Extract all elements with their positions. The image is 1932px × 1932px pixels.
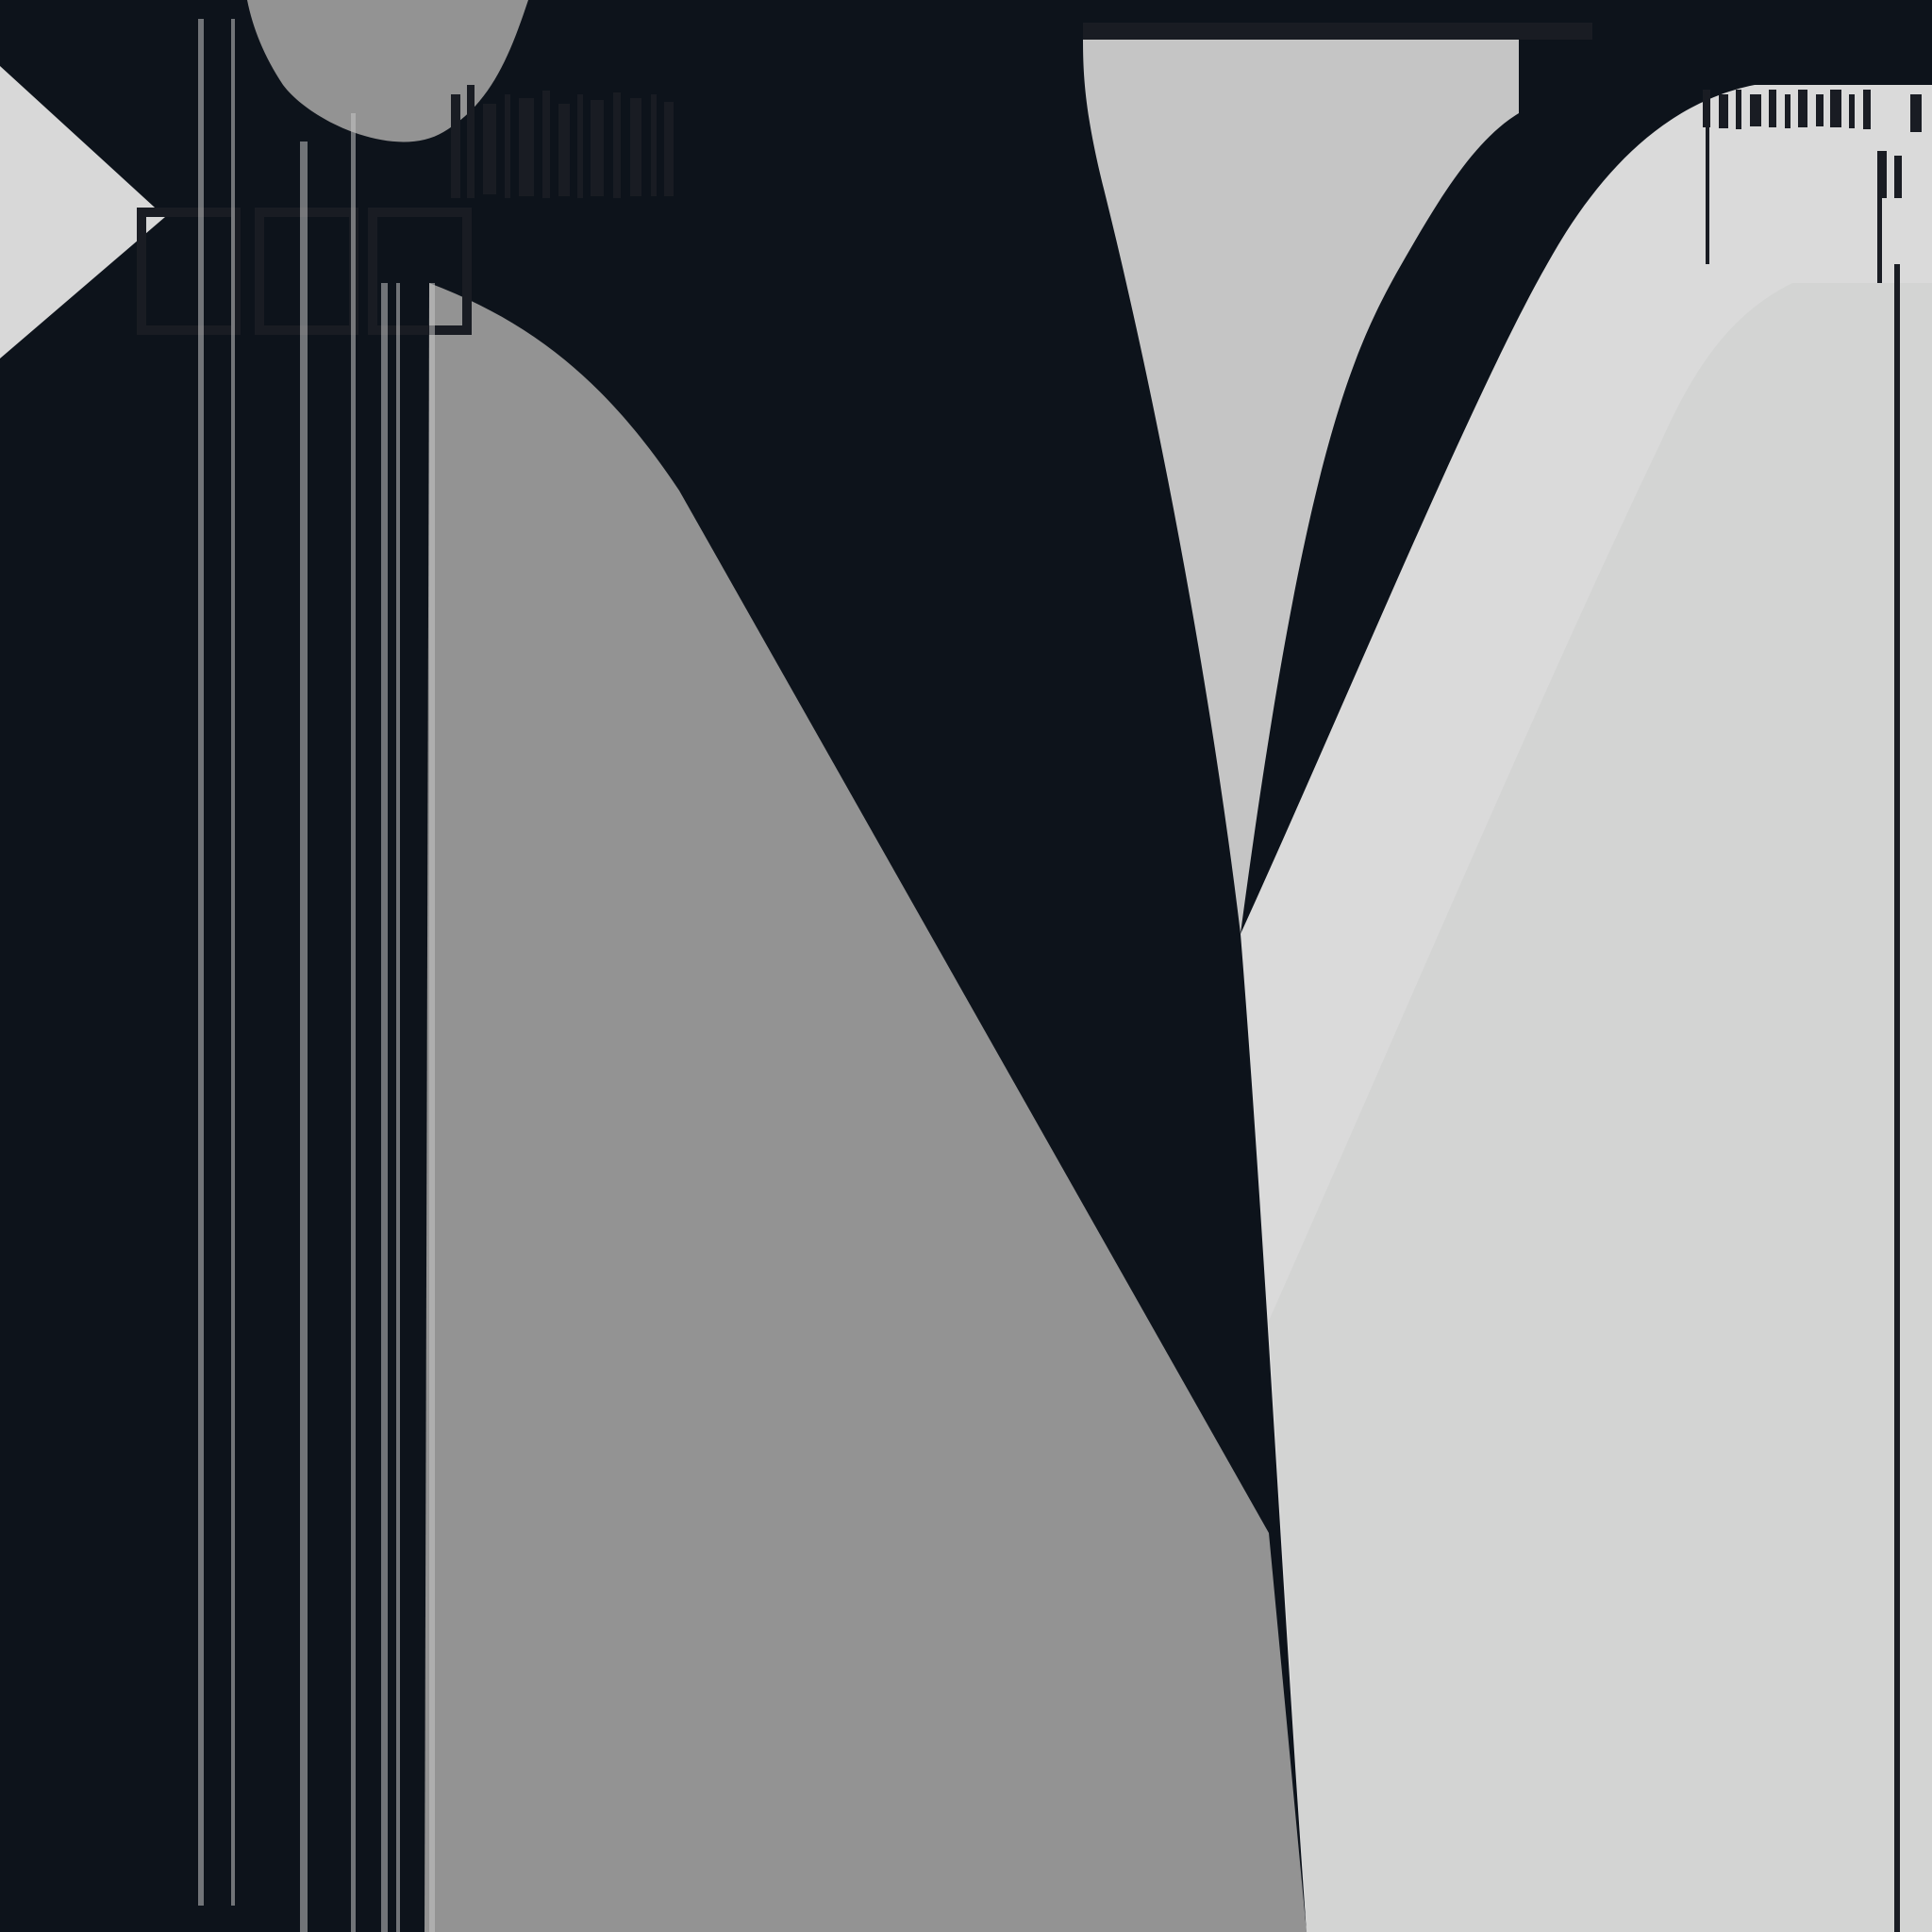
right-barcode-bar-12 — [1877, 151, 1887, 198]
barcode-bar-6 — [542, 91, 550, 198]
right-barcode-bar-13 — [1894, 156, 1902, 198]
top-horizontal-rule — [1083, 23, 1592, 40]
glitch-streak-3 — [300, 142, 308, 1932]
glitch-streak-2 — [231, 19, 235, 1906]
right-edge-lines — [1706, 94, 1900, 1932]
edge-line-2 — [1706, 94, 1709, 264]
right-barcode-bar-5 — [1769, 90, 1776, 127]
right-barcode-bar-14 — [1910, 94, 1922, 132]
barcode-bar-12 — [651, 94, 657, 196]
right-barcode-bar-10 — [1849, 94, 1855, 128]
glitch-streak-7 — [429, 283, 435, 1932]
right-barcode-bar-6 — [1785, 94, 1790, 128]
barcode-bar-11 — [630, 98, 641, 196]
barcode-bar-2 — [467, 85, 475, 198]
right-barcode-bar-9 — [1830, 90, 1841, 127]
barcode-bar-1 — [451, 94, 460, 198]
barcode-bar-10 — [613, 92, 621, 198]
glitch-streak-6 — [396, 283, 400, 1932]
barcode-glitch-marks — [451, 85, 674, 198]
barcode-bar-13 — [664, 102, 674, 196]
barcode-bar-5 — [519, 98, 534, 196]
right-barcode-bar-7 — [1798, 90, 1807, 127]
left-light-wedge — [0, 66, 165, 358]
right-barcode-glitch-marks — [1703, 90, 1922, 198]
right-barcode-bar-4 — [1750, 94, 1761, 126]
right-barcode-bar-3 — [1736, 90, 1741, 129]
glitch-streak-4 — [351, 113, 356, 1932]
pale-right-inner-wedge — [1269, 283, 1932, 1932]
barcode-bar-9 — [591, 100, 604, 196]
mid-gray-diagonal-field — [425, 283, 1307, 1932]
right-barcode-bar-2 — [1719, 94, 1728, 128]
right-barcode-bar-11 — [1863, 90, 1871, 129]
edge-line-1 — [1894, 264, 1900, 1932]
edge-line-3 — [1877, 189, 1882, 283]
right-barcode-bar-8 — [1816, 94, 1824, 126]
barcode-bar-4 — [505, 94, 510, 198]
barcode-bar-3 — [483, 104, 496, 194]
glitch-streak-5 — [381, 283, 388, 1932]
square-glyph-3 — [368, 208, 472, 335]
barcode-bar-7 — [558, 104, 570, 196]
square-glyph-1 — [137, 208, 241, 335]
vertical-glitch-streaks — [198, 19, 435, 1932]
glitch-streak-1 — [198, 19, 204, 1906]
light-gray-column — [1083, 38, 1519, 934]
barcode-bar-8 — [577, 94, 583, 198]
